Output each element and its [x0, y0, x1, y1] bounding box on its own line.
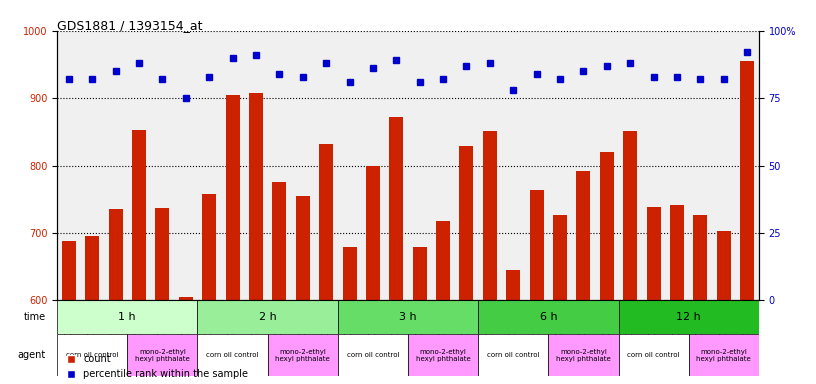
FancyBboxPatch shape	[57, 334, 127, 376]
Bar	[273, 182, 286, 384]
Text: corn oil control: corn oil control	[347, 352, 399, 358]
Bar	[553, 215, 567, 384]
FancyBboxPatch shape	[338, 300, 478, 334]
Bar	[646, 207, 661, 384]
FancyBboxPatch shape	[338, 334, 408, 376]
Text: time: time	[24, 312, 46, 322]
Text: GDS1881 / 1393154_at: GDS1881 / 1393154_at	[57, 19, 202, 32]
Text: 1 h: 1 h	[118, 312, 136, 322]
FancyBboxPatch shape	[689, 334, 759, 376]
Bar	[600, 152, 614, 384]
FancyBboxPatch shape	[619, 300, 759, 334]
FancyBboxPatch shape	[408, 334, 478, 376]
Bar	[109, 209, 122, 384]
Text: corn oil control: corn oil control	[206, 352, 259, 358]
Bar	[530, 190, 543, 384]
FancyBboxPatch shape	[548, 334, 619, 376]
Text: 2 h: 2 h	[259, 312, 277, 322]
Bar	[506, 270, 521, 384]
Bar	[343, 247, 357, 384]
Bar	[670, 205, 684, 384]
FancyBboxPatch shape	[478, 300, 619, 334]
Text: mono-2-ethyl
hexyl phthalate: mono-2-ethyl hexyl phthalate	[135, 349, 190, 362]
Bar	[436, 221, 450, 384]
Text: 3 h: 3 h	[399, 312, 417, 322]
Bar	[295, 196, 310, 384]
Text: corn oil control: corn oil control	[66, 352, 118, 358]
FancyBboxPatch shape	[197, 300, 338, 334]
FancyBboxPatch shape	[57, 300, 197, 334]
Bar	[225, 95, 240, 384]
Text: agent: agent	[17, 350, 46, 360]
Text: mono-2-ethyl
hexyl phthalate: mono-2-ethyl hexyl phthalate	[415, 349, 471, 362]
Bar	[413, 247, 427, 384]
Bar	[740, 61, 754, 384]
Bar	[483, 131, 497, 384]
Bar	[366, 166, 380, 384]
Bar	[694, 215, 707, 384]
FancyBboxPatch shape	[197, 334, 268, 376]
Bar	[202, 194, 216, 384]
Bar	[132, 130, 146, 384]
Bar	[623, 131, 637, 384]
FancyBboxPatch shape	[127, 334, 197, 376]
Text: mono-2-ethyl
hexyl phthalate: mono-2-ethyl hexyl phthalate	[275, 349, 330, 362]
Text: 6 h: 6 h	[539, 312, 557, 322]
Legend: count, percentile rank within the sample: count, percentile rank within the sample	[62, 350, 252, 383]
Bar	[459, 146, 473, 384]
Bar	[389, 117, 403, 384]
Bar	[179, 297, 193, 384]
Bar	[576, 171, 591, 384]
Bar	[319, 144, 333, 384]
Text: corn oil control: corn oil control	[487, 352, 539, 358]
Bar	[85, 237, 100, 384]
Text: mono-2-ethyl
hexyl phthalate: mono-2-ethyl hexyl phthalate	[696, 349, 752, 362]
Bar	[716, 231, 731, 384]
Text: mono-2-ethyl
hexyl phthalate: mono-2-ethyl hexyl phthalate	[556, 349, 611, 362]
Text: corn oil control: corn oil control	[628, 352, 680, 358]
FancyBboxPatch shape	[268, 334, 338, 376]
Bar	[249, 93, 263, 384]
Bar	[62, 241, 76, 384]
FancyBboxPatch shape	[478, 334, 548, 376]
Bar	[155, 208, 170, 384]
FancyBboxPatch shape	[619, 334, 689, 376]
Text: 12 h: 12 h	[676, 312, 701, 322]
